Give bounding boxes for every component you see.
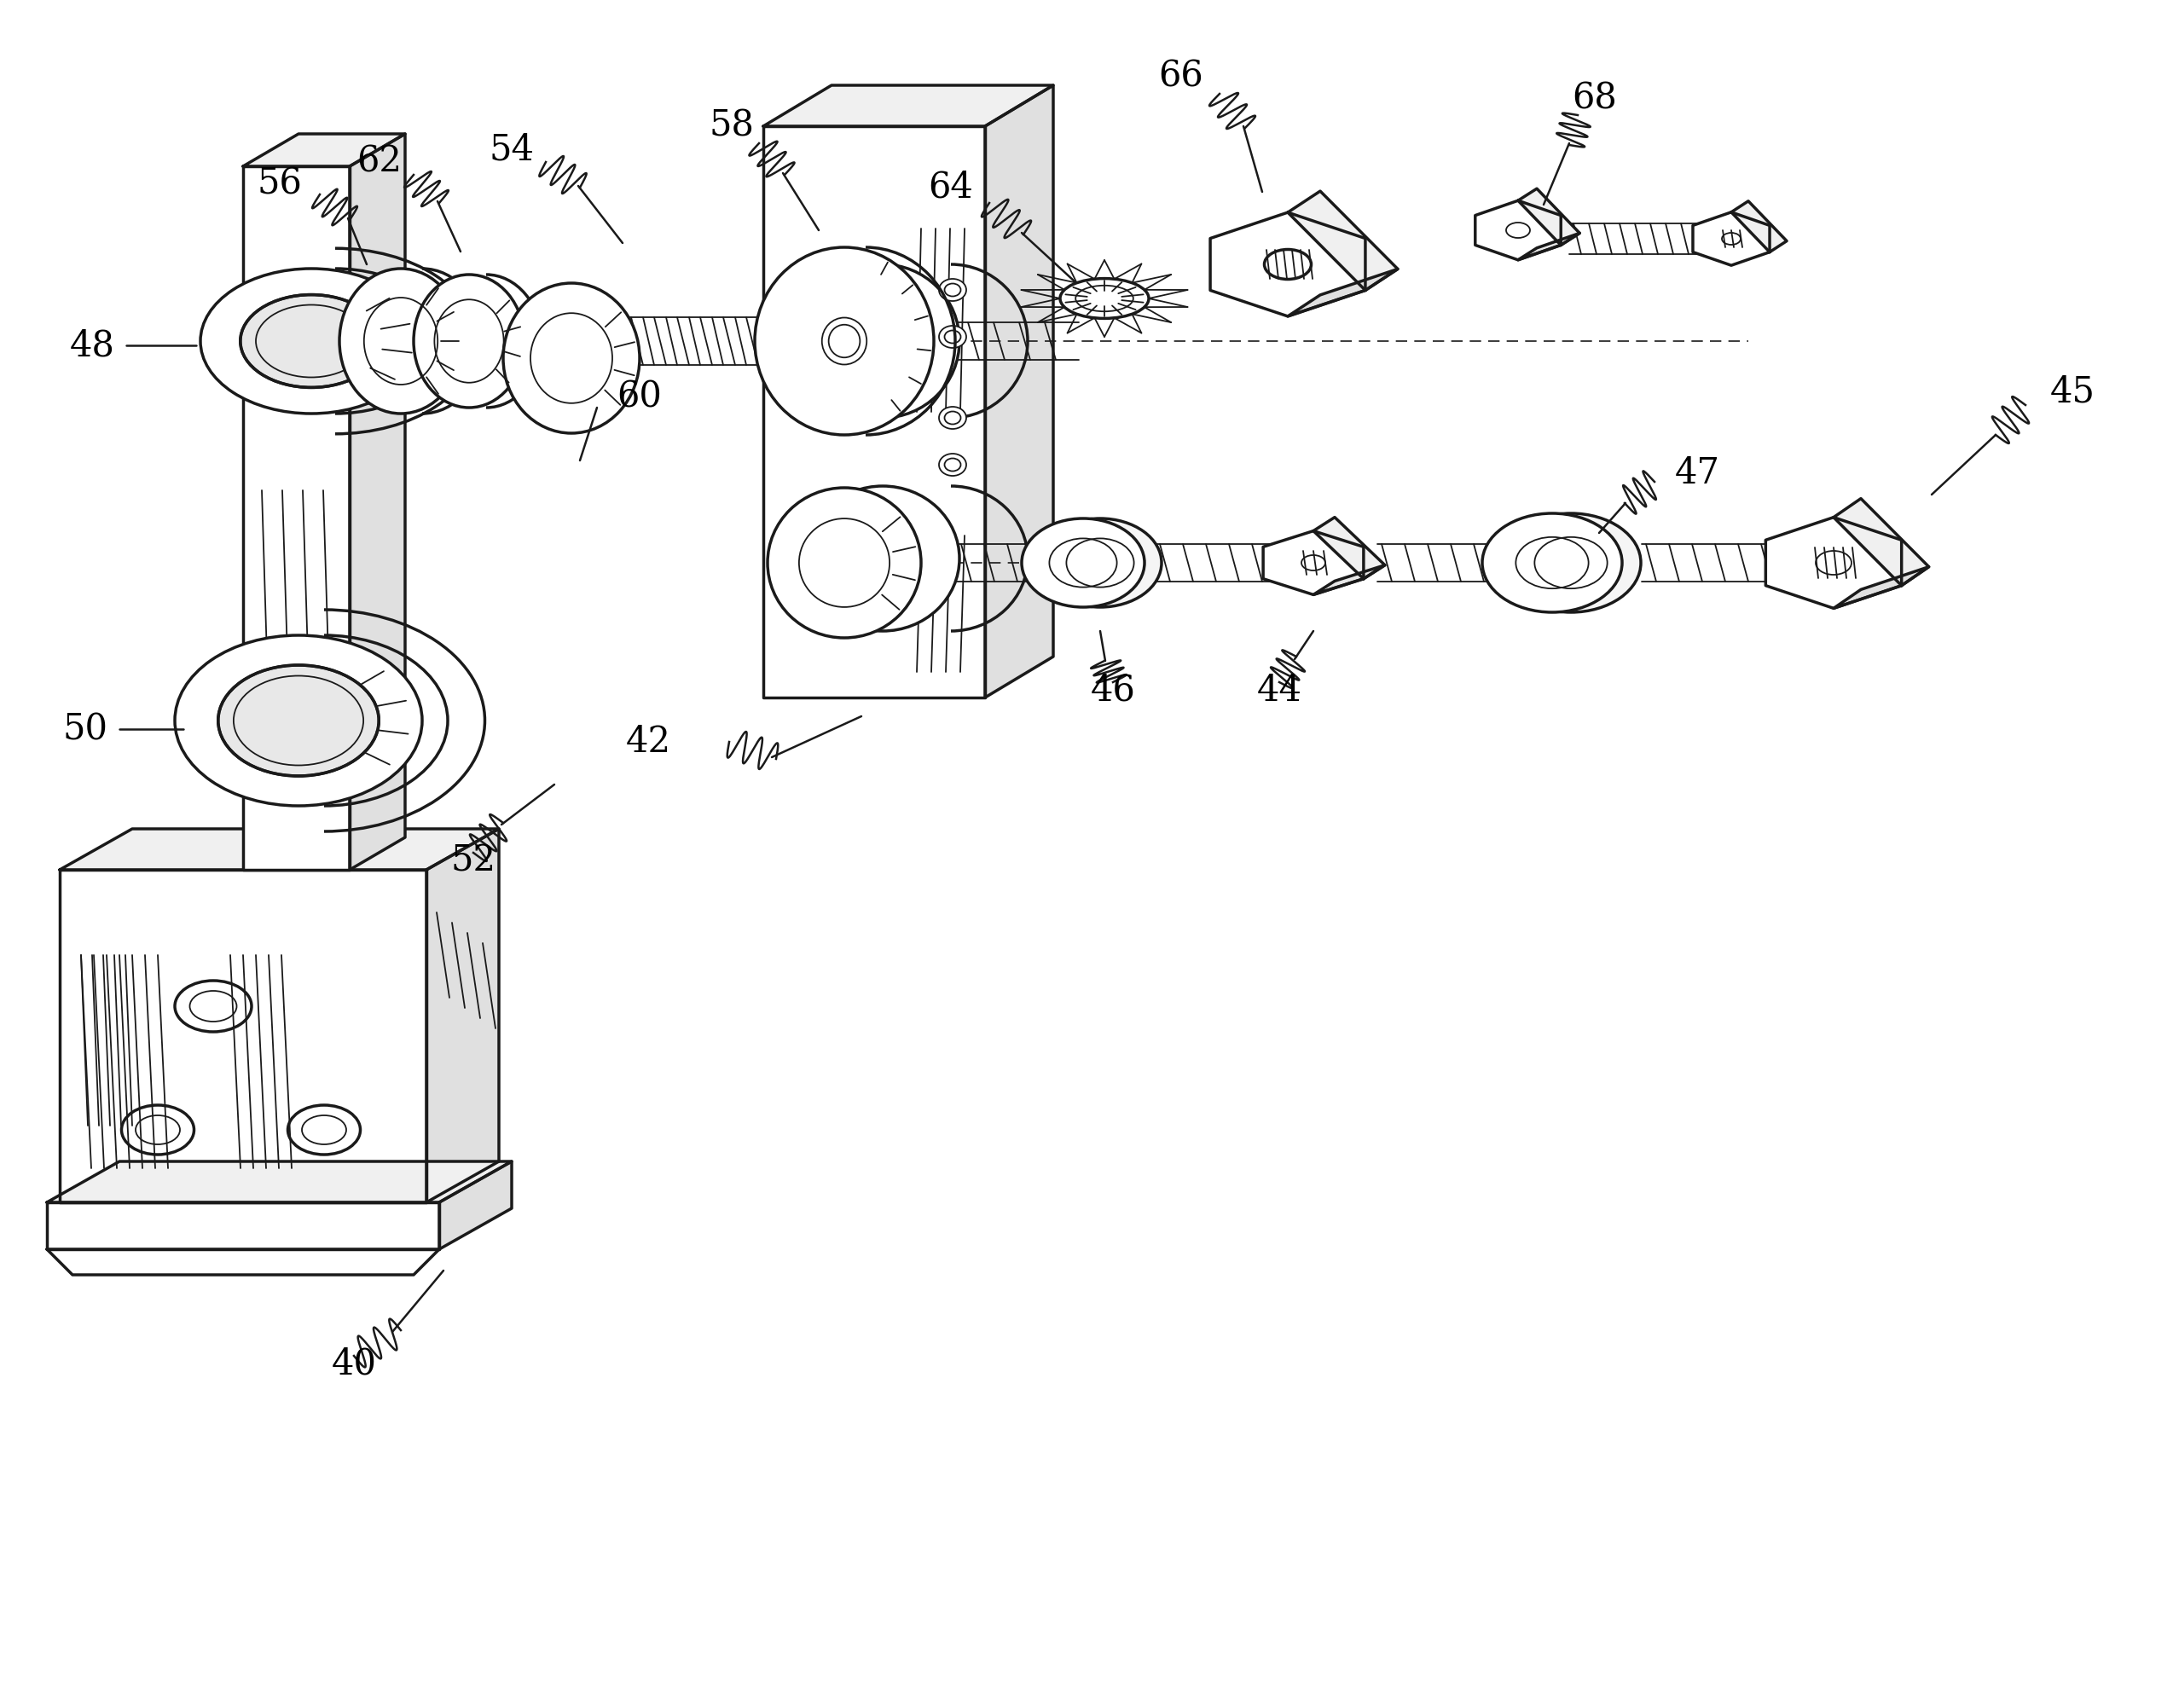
Ellipse shape (1482, 514, 1621, 611)
Polygon shape (1288, 268, 1397, 316)
Polygon shape (1475, 200, 1560, 260)
Text: 58: 58 (708, 108, 754, 143)
Ellipse shape (939, 407, 965, 429)
Ellipse shape (1022, 519, 1144, 606)
Ellipse shape (806, 265, 959, 418)
Ellipse shape (806, 487, 959, 630)
Polygon shape (1519, 188, 1580, 244)
Polygon shape (349, 133, 405, 869)
Text: 42: 42 (625, 724, 671, 760)
Polygon shape (1732, 202, 1787, 253)
Ellipse shape (200, 268, 423, 413)
Text: 56: 56 (257, 166, 303, 202)
Polygon shape (1288, 191, 1397, 290)
Polygon shape (244, 133, 405, 166)
Text: 60: 60 (617, 379, 662, 415)
Polygon shape (48, 1161, 512, 1202)
Text: 64: 64 (928, 169, 974, 205)
Text: 62: 62 (357, 143, 403, 179)
Text: 44: 44 (1257, 673, 1301, 709)
Polygon shape (1833, 499, 1928, 586)
Polygon shape (1314, 565, 1386, 594)
Polygon shape (763, 126, 985, 697)
Polygon shape (985, 85, 1052, 697)
Text: 47: 47 (1673, 456, 1719, 492)
Text: 40: 40 (331, 1346, 377, 1382)
Polygon shape (48, 1249, 440, 1274)
Text: 45: 45 (2050, 374, 2094, 410)
Text: 48: 48 (70, 328, 115, 364)
Polygon shape (763, 85, 1052, 126)
Text: 50: 50 (63, 711, 109, 746)
Ellipse shape (340, 268, 462, 413)
Polygon shape (440, 1161, 512, 1249)
Text: 54: 54 (488, 132, 534, 167)
Text: 46: 46 (1090, 673, 1135, 709)
Text: 52: 52 (451, 844, 497, 880)
Ellipse shape (503, 284, 641, 434)
Ellipse shape (1039, 519, 1161, 606)
Polygon shape (1765, 518, 1902, 608)
Ellipse shape (414, 275, 525, 408)
Ellipse shape (939, 454, 965, 477)
Polygon shape (1519, 232, 1580, 260)
Ellipse shape (767, 488, 922, 637)
Polygon shape (1693, 212, 1769, 265)
Ellipse shape (939, 326, 965, 348)
Ellipse shape (1501, 514, 1641, 611)
Polygon shape (48, 1202, 440, 1249)
Text: 68: 68 (1573, 80, 1617, 116)
Polygon shape (1314, 518, 1386, 579)
Polygon shape (427, 828, 499, 1202)
Ellipse shape (218, 664, 379, 775)
Ellipse shape (174, 635, 423, 806)
Ellipse shape (754, 248, 935, 436)
Polygon shape (1833, 567, 1928, 608)
Polygon shape (244, 166, 349, 869)
Polygon shape (1209, 212, 1366, 316)
Ellipse shape (939, 278, 965, 301)
Ellipse shape (240, 295, 381, 388)
Polygon shape (59, 869, 427, 1202)
Polygon shape (1264, 531, 1364, 594)
Polygon shape (59, 828, 499, 869)
Text: 66: 66 (1159, 58, 1203, 94)
